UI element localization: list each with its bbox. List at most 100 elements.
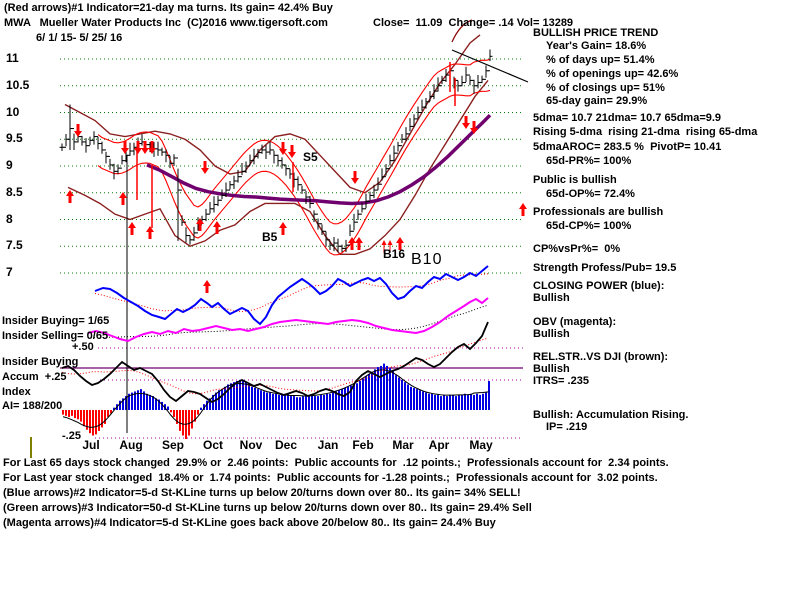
month-label: Sep bbox=[161, 438, 184, 452]
price-tick-label: 7 bbox=[6, 265, 13, 279]
accum-index-bar bbox=[143, 391, 145, 410]
thin-buy-arrow-icon bbox=[381, 240, 387, 253]
accum-index-bar bbox=[362, 378, 364, 410]
accum-index-bar bbox=[209, 398, 211, 410]
accum-index-bar bbox=[320, 394, 322, 410]
price-tick-label: 11 bbox=[6, 51, 19, 65]
accum-index-bar bbox=[473, 394, 475, 410]
accum-index-bar bbox=[269, 392, 271, 410]
buy-arrow-icon bbox=[146, 226, 154, 239]
accum-index-bar bbox=[62, 410, 64, 415]
sidebar-line: 5dma= 10.7 21dma= 10.7 65dma=9.9 bbox=[533, 112, 722, 124]
sell-arrow-icon bbox=[201, 161, 209, 174]
sidebar-line: Professionals are bullish bbox=[533, 206, 664, 218]
rel-str-ma-line bbox=[61, 337, 489, 395]
accum-index-bar bbox=[338, 390, 340, 410]
accum-index-bar bbox=[233, 382, 235, 410]
indicator1-legend: (Red arrows)#1 Indicator=21-day ma turns… bbox=[4, 2, 333, 14]
accum-index-bar bbox=[380, 365, 382, 410]
sidebar-line: 65d-OP%= 72.4% bbox=[546, 188, 635, 200]
signal-label-b5: B5 bbox=[262, 230, 278, 244]
footer-line: For Last 65 days stock changed 29.9% or … bbox=[3, 457, 669, 469]
buy-arrow-icon bbox=[355, 237, 363, 250]
accum-index-bar bbox=[266, 392, 268, 410]
accum-index-bar bbox=[227, 384, 229, 410]
buy-arrow-icon bbox=[128, 222, 136, 235]
price-tick-label: 9.5 bbox=[6, 131, 23, 146]
buy-arrow-icon bbox=[196, 218, 204, 231]
accum-index-bar bbox=[107, 410, 109, 417]
accum-index-bar bbox=[272, 393, 274, 410]
accum-index-bar bbox=[290, 396, 292, 410]
sidebar-line: 65d-PR%= 100% bbox=[546, 155, 632, 167]
sidebar-line: Year's Gain= 18.6% bbox=[546, 40, 647, 52]
sidebar-line: Bullish: Accumulation Rising. bbox=[533, 409, 689, 421]
accum-index-bar bbox=[428, 393, 430, 410]
month-label: Aug bbox=[119, 438, 143, 452]
down-trendline bbox=[451, 49, 529, 83]
accum-index-bar bbox=[425, 392, 427, 410]
accum-index-bar bbox=[113, 407, 115, 410]
accum-index-bar bbox=[443, 394, 445, 410]
accum-index-bar bbox=[446, 396, 448, 410]
accum-index-bar bbox=[467, 394, 469, 410]
accum-index-bar bbox=[170, 410, 172, 413]
accum-index-bar bbox=[98, 410, 100, 431]
accum-index-bar bbox=[161, 401, 163, 410]
sidebar-line: ITRS= .235 bbox=[533, 375, 589, 387]
accum-index-bar bbox=[350, 385, 352, 410]
accum-index-bar bbox=[242, 381, 244, 410]
quote-summary: Close= 11.09 Change= .14 Vol= 13289 bbox=[373, 17, 574, 29]
sell-arrow-icon bbox=[351, 171, 359, 184]
insider-label: -.25 bbox=[62, 430, 81, 442]
rel-str-line bbox=[61, 321, 489, 404]
ma65-line bbox=[146, 113, 492, 206]
accum-index-bar bbox=[419, 390, 421, 410]
accum-index-bar bbox=[203, 404, 205, 410]
accum-index-bar bbox=[410, 386, 412, 410]
accum-index-bar bbox=[302, 396, 304, 410]
closing-power-ma-line bbox=[94, 273, 489, 313]
accum-index-bar bbox=[476, 393, 478, 410]
accum-index-bar bbox=[155, 398, 157, 410]
accum-index-bar bbox=[311, 394, 313, 410]
footer-line: (Green arrows)#3 Indicator=50-d St-KLine… bbox=[3, 502, 532, 514]
accum-index-bar bbox=[260, 390, 262, 410]
accum-index-bar bbox=[188, 410, 190, 436]
sidebar-line: REL.STR..VS DJI (brown): bbox=[533, 351, 669, 363]
accum-index-bar bbox=[251, 386, 253, 410]
change-annotation-swoosh bbox=[451, 19, 473, 43]
price-tick-label: 8 bbox=[6, 211, 13, 226]
accum-index-bar bbox=[218, 390, 220, 410]
sidebar-line: BULLISH PRICE TREND bbox=[533, 27, 659, 39]
month-label: Apr bbox=[428, 438, 450, 452]
month-label: Feb bbox=[352, 438, 374, 452]
accum-index-bar bbox=[263, 391, 265, 410]
obv-line bbox=[87, 297, 489, 343]
accum-index-bar bbox=[383, 363, 385, 410]
accum-index-bar bbox=[167, 406, 169, 410]
accum-index-bar bbox=[296, 397, 298, 410]
accum-index-bar bbox=[353, 384, 355, 410]
accum-index-bar bbox=[236, 381, 238, 410]
accum-index-bar bbox=[434, 394, 436, 410]
buy-arrow-icon bbox=[203, 280, 211, 293]
buy-arrow-icon bbox=[66, 190, 74, 203]
accum-index-bar bbox=[386, 365, 388, 410]
accum-index-bar bbox=[194, 410, 196, 422]
accum-index-bar bbox=[104, 410, 106, 424]
buy-arrow-icon bbox=[119, 192, 127, 205]
price-tick-label: 8.5 bbox=[6, 184, 23, 199]
accum-index-bar bbox=[110, 410, 112, 414]
sidebar-line: Bullish bbox=[533, 292, 570, 304]
accum-index-bar bbox=[149, 394, 151, 410]
buy-arrow-icon bbox=[396, 237, 404, 250]
accum-index-bar bbox=[179, 410, 181, 431]
sidebar-line: OBV (magenta): bbox=[533, 316, 617, 328]
buy-arrow-icon bbox=[279, 222, 287, 235]
accum-index-bar bbox=[101, 410, 103, 428]
accum-index-bar bbox=[347, 386, 349, 410]
accum-index-bar bbox=[299, 397, 301, 410]
upper-inner-band bbox=[97, 58, 491, 225]
